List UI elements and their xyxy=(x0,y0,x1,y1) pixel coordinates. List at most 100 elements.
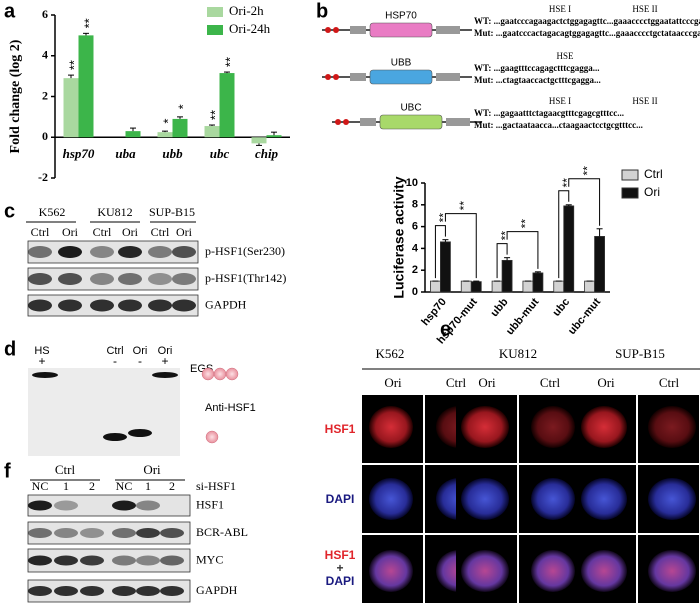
bar xyxy=(440,241,451,293)
mut-sequence: Mut: ...ctagtaaccactgctttcgagga... xyxy=(474,75,601,85)
hse-site xyxy=(333,74,339,80)
bar xyxy=(584,280,595,293)
exon xyxy=(350,26,366,34)
x-tick-label: hsp70 xyxy=(63,146,95,161)
gene-box xyxy=(369,22,433,38)
blot xyxy=(28,368,180,456)
bar xyxy=(63,78,79,138)
blot-label: p-HSF1(Ser230) xyxy=(205,244,285,258)
group-label: Ctrl xyxy=(55,462,76,477)
lane-label: NC xyxy=(116,479,133,493)
band xyxy=(160,528,184,538)
bar xyxy=(266,135,282,138)
legend-swatch xyxy=(207,25,223,35)
bar xyxy=(594,236,605,293)
stain-label: HSF1 xyxy=(325,548,356,562)
y-tick-label: 2 xyxy=(412,264,418,276)
gene-box xyxy=(369,69,433,85)
significance: ** xyxy=(580,166,594,176)
panel-label: f xyxy=(4,460,11,482)
gene-name: HSP70 xyxy=(385,11,417,22)
y-tick-label: 2 xyxy=(42,88,48,102)
bar xyxy=(157,132,173,138)
panel-label: b xyxy=(316,0,328,22)
panel-label: d xyxy=(4,338,16,360)
stain-label: DAPI xyxy=(326,492,355,506)
band xyxy=(136,586,160,596)
significance: ** xyxy=(66,60,81,70)
condition-label: Ctrl xyxy=(659,375,680,390)
condition-label: Ori xyxy=(478,375,496,390)
band xyxy=(80,528,104,538)
y-tick-label: 4 xyxy=(42,48,48,62)
group-label: Ori xyxy=(143,462,161,477)
lane-label: Ori xyxy=(158,345,173,357)
significance-bracket xyxy=(496,243,508,279)
stain-label: DAPI xyxy=(326,574,355,588)
exon xyxy=(436,26,460,34)
lane-label: Ctrl xyxy=(31,225,50,239)
panel-label: a xyxy=(4,0,16,22)
band xyxy=(136,528,160,538)
oligomer-icon xyxy=(213,367,227,381)
band xyxy=(90,246,114,258)
lane-label: 1 xyxy=(145,479,151,493)
cell xyxy=(531,550,575,592)
band xyxy=(80,555,104,566)
bar xyxy=(78,35,94,138)
antibody-label: Anti-HSF1 xyxy=(205,402,256,414)
hse-label: HSE II xyxy=(632,4,657,14)
y-tick-label: 8 xyxy=(412,199,418,211)
wt-sequence: WT: ...gagaatttctagaacgtttcgagcgtttcc... xyxy=(474,108,624,118)
significance: * xyxy=(175,104,190,109)
cell xyxy=(461,406,509,448)
bar xyxy=(553,280,565,293)
cell xyxy=(648,406,696,448)
cell xyxy=(581,550,627,592)
lane-label: 1 xyxy=(63,479,69,493)
exon xyxy=(360,118,376,126)
cell-line: KU812 xyxy=(97,205,132,219)
x-tick-label: ubc-mut xyxy=(566,296,603,337)
cell-line: KU812 xyxy=(499,346,537,361)
blot-label: MYC xyxy=(196,552,223,566)
y-tick-label: 10 xyxy=(406,177,418,189)
cell xyxy=(461,478,509,520)
condition-label: Ctrl xyxy=(540,375,561,390)
band xyxy=(54,586,78,596)
bar xyxy=(172,118,188,138)
band xyxy=(128,429,152,437)
cell xyxy=(369,406,413,448)
bar xyxy=(532,272,544,293)
band xyxy=(28,528,52,538)
bar xyxy=(204,126,220,138)
exon xyxy=(436,73,460,81)
cell xyxy=(369,550,413,592)
lane-label: 2 xyxy=(169,479,175,493)
significance-bracket xyxy=(558,190,570,279)
cell-line: K562 xyxy=(376,346,405,361)
significance: ** xyxy=(457,201,471,211)
legend-label: Ctrl xyxy=(644,167,663,181)
bar xyxy=(522,280,534,293)
cell xyxy=(531,478,575,520)
significance: ** xyxy=(207,110,222,120)
bar xyxy=(491,280,503,293)
band xyxy=(112,555,136,566)
legend-swatch xyxy=(621,187,639,199)
stain-label: HSF1 xyxy=(325,422,356,436)
y-tick-label: -2 xyxy=(38,170,48,184)
lane-label: NC xyxy=(32,479,49,493)
stain-label: + xyxy=(336,561,343,575)
band xyxy=(148,299,172,312)
lane-label: Ori xyxy=(176,225,193,239)
significance: ** xyxy=(222,57,237,67)
x-tick-label: ubc xyxy=(210,146,230,161)
band xyxy=(28,273,52,285)
blot-label: BCR-ABL xyxy=(196,525,248,539)
significance-bracket xyxy=(506,231,539,269)
bar xyxy=(501,259,513,293)
significance-bracket xyxy=(568,178,601,226)
band xyxy=(28,299,52,312)
band xyxy=(28,555,52,566)
